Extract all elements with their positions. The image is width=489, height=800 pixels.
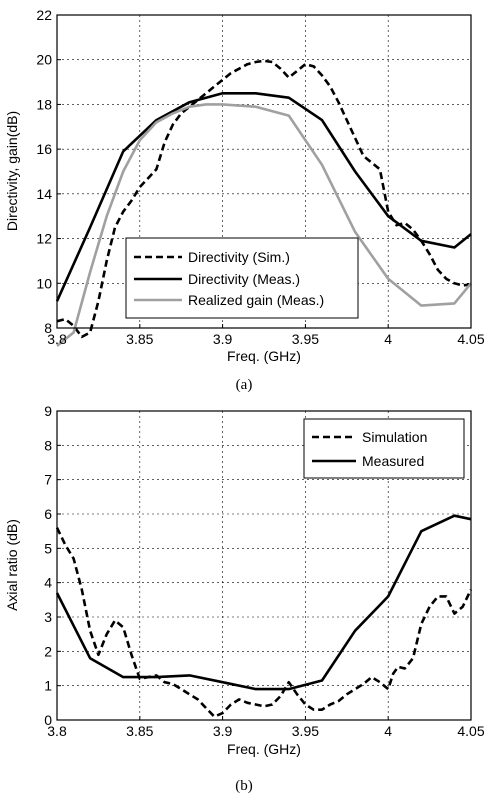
y-tick-label: 0: [44, 712, 52, 728]
y-tick-label: 5: [44, 540, 52, 556]
legend-label-realized-gain: Realized gain (Meas.): [188, 292, 324, 308]
legend-label-directivity-meas: Directivity (Meas.): [188, 271, 300, 287]
y-tick-label: 7: [44, 472, 52, 488]
y-tick-label: 8: [44, 320, 52, 336]
x-tick-label: 3.95: [292, 331, 319, 347]
x-tick-label: 3.9: [213, 723, 233, 739]
series-group-b: [55, 514, 473, 718]
series-line-b-1: [55, 514, 472, 691]
y-tick-label: 10: [36, 275, 52, 291]
plot-frame-b: [56, 410, 472, 721]
x-tick-label: 3.8: [47, 723, 67, 739]
series-line-a-0: [56, 59, 472, 339]
chart-b: 3.8 3.85 3.9 3.95 4 4.05 0 1 2 3 4 5 6 7 8 9 Freq. (GH…: [4, 403, 485, 794]
y-tick-label: 22: [36, 7, 52, 23]
x-ticks-b: 3.8 3.85 3.9 3.95 4 4.05: [47, 716, 485, 739]
y-tick-label: 1: [44, 678, 52, 694]
series-line-a-2: [56, 103, 473, 347]
y-tick-label: 4: [44, 575, 52, 591]
series-line-b-0: [55, 527, 473, 718]
legend-box-b: [303, 418, 465, 479]
series-group-a: [55, 59, 473, 347]
y-tick-label: 18: [36, 96, 52, 112]
x-tick-label: 4: [384, 331, 392, 347]
x-tick-label: 3.9: [213, 331, 233, 347]
y-tick-label: 2: [44, 643, 52, 659]
caption-a: (a): [236, 377, 253, 393]
legend-b: Simulation Measured: [303, 418, 465, 479]
y-tick-label: 14: [36, 186, 52, 202]
legend-label-simulation: Simulation: [362, 429, 427, 445]
y-tick-label: 9: [44, 403, 52, 419]
x-axis-label-a: Freq. (GHz): [227, 348, 301, 364]
series-line-a-1: [55, 92, 472, 302]
x-tick-label: 3.85: [126, 723, 153, 739]
plot-frame-a: [56, 14, 472, 329]
x-axis-label-b: Freq. (GHz): [227, 741, 301, 757]
x-tick-label: 4.05: [457, 331, 484, 347]
y-tick-label: 6: [44, 506, 52, 522]
x-ticks-a: 3.8 3.85 3.9 3.95 4 4.05: [47, 324, 485, 347]
y-ticks-a: 8 10 12 14 16 18 20 22: [36, 7, 61, 336]
y-axis-label-a: Directivity, gain(dB): [4, 111, 20, 231]
caption-b: (b): [235, 778, 253, 794]
x-tick-label: 3.8: [47, 331, 67, 347]
x-tick-label: 3.85: [126, 331, 153, 347]
legend-a: Directivity (Sim.) Directivity (Meas.) R…: [125, 237, 359, 319]
y-axis-label-b: Axial ratio (dB): [4, 519, 20, 611]
x-tick-label: 4: [384, 723, 392, 739]
y-tick-label: 16: [36, 141, 52, 157]
legend-label-measured: Measured: [362, 453, 424, 469]
y-tick-label: 12: [36, 231, 52, 247]
y-tick-label: 3: [44, 609, 52, 625]
x-tick-label: 3.95: [292, 723, 319, 739]
chart-a: 3.8 3.85 3.9 3.95 4 4.05 8 10 12 14 16 18 20 22 Freq…: [4, 7, 485, 393]
y-tick-label: 8: [44, 437, 52, 453]
y-ticks-b: 0 1 2 3 4 5 6 7 8 9: [44, 403, 61, 728]
y-tick-label: 20: [36, 52, 52, 68]
legend-label-directivity-sim: Directivity (Sim.): [188, 249, 290, 265]
x-tick-label: 4.05: [457, 723, 484, 739]
